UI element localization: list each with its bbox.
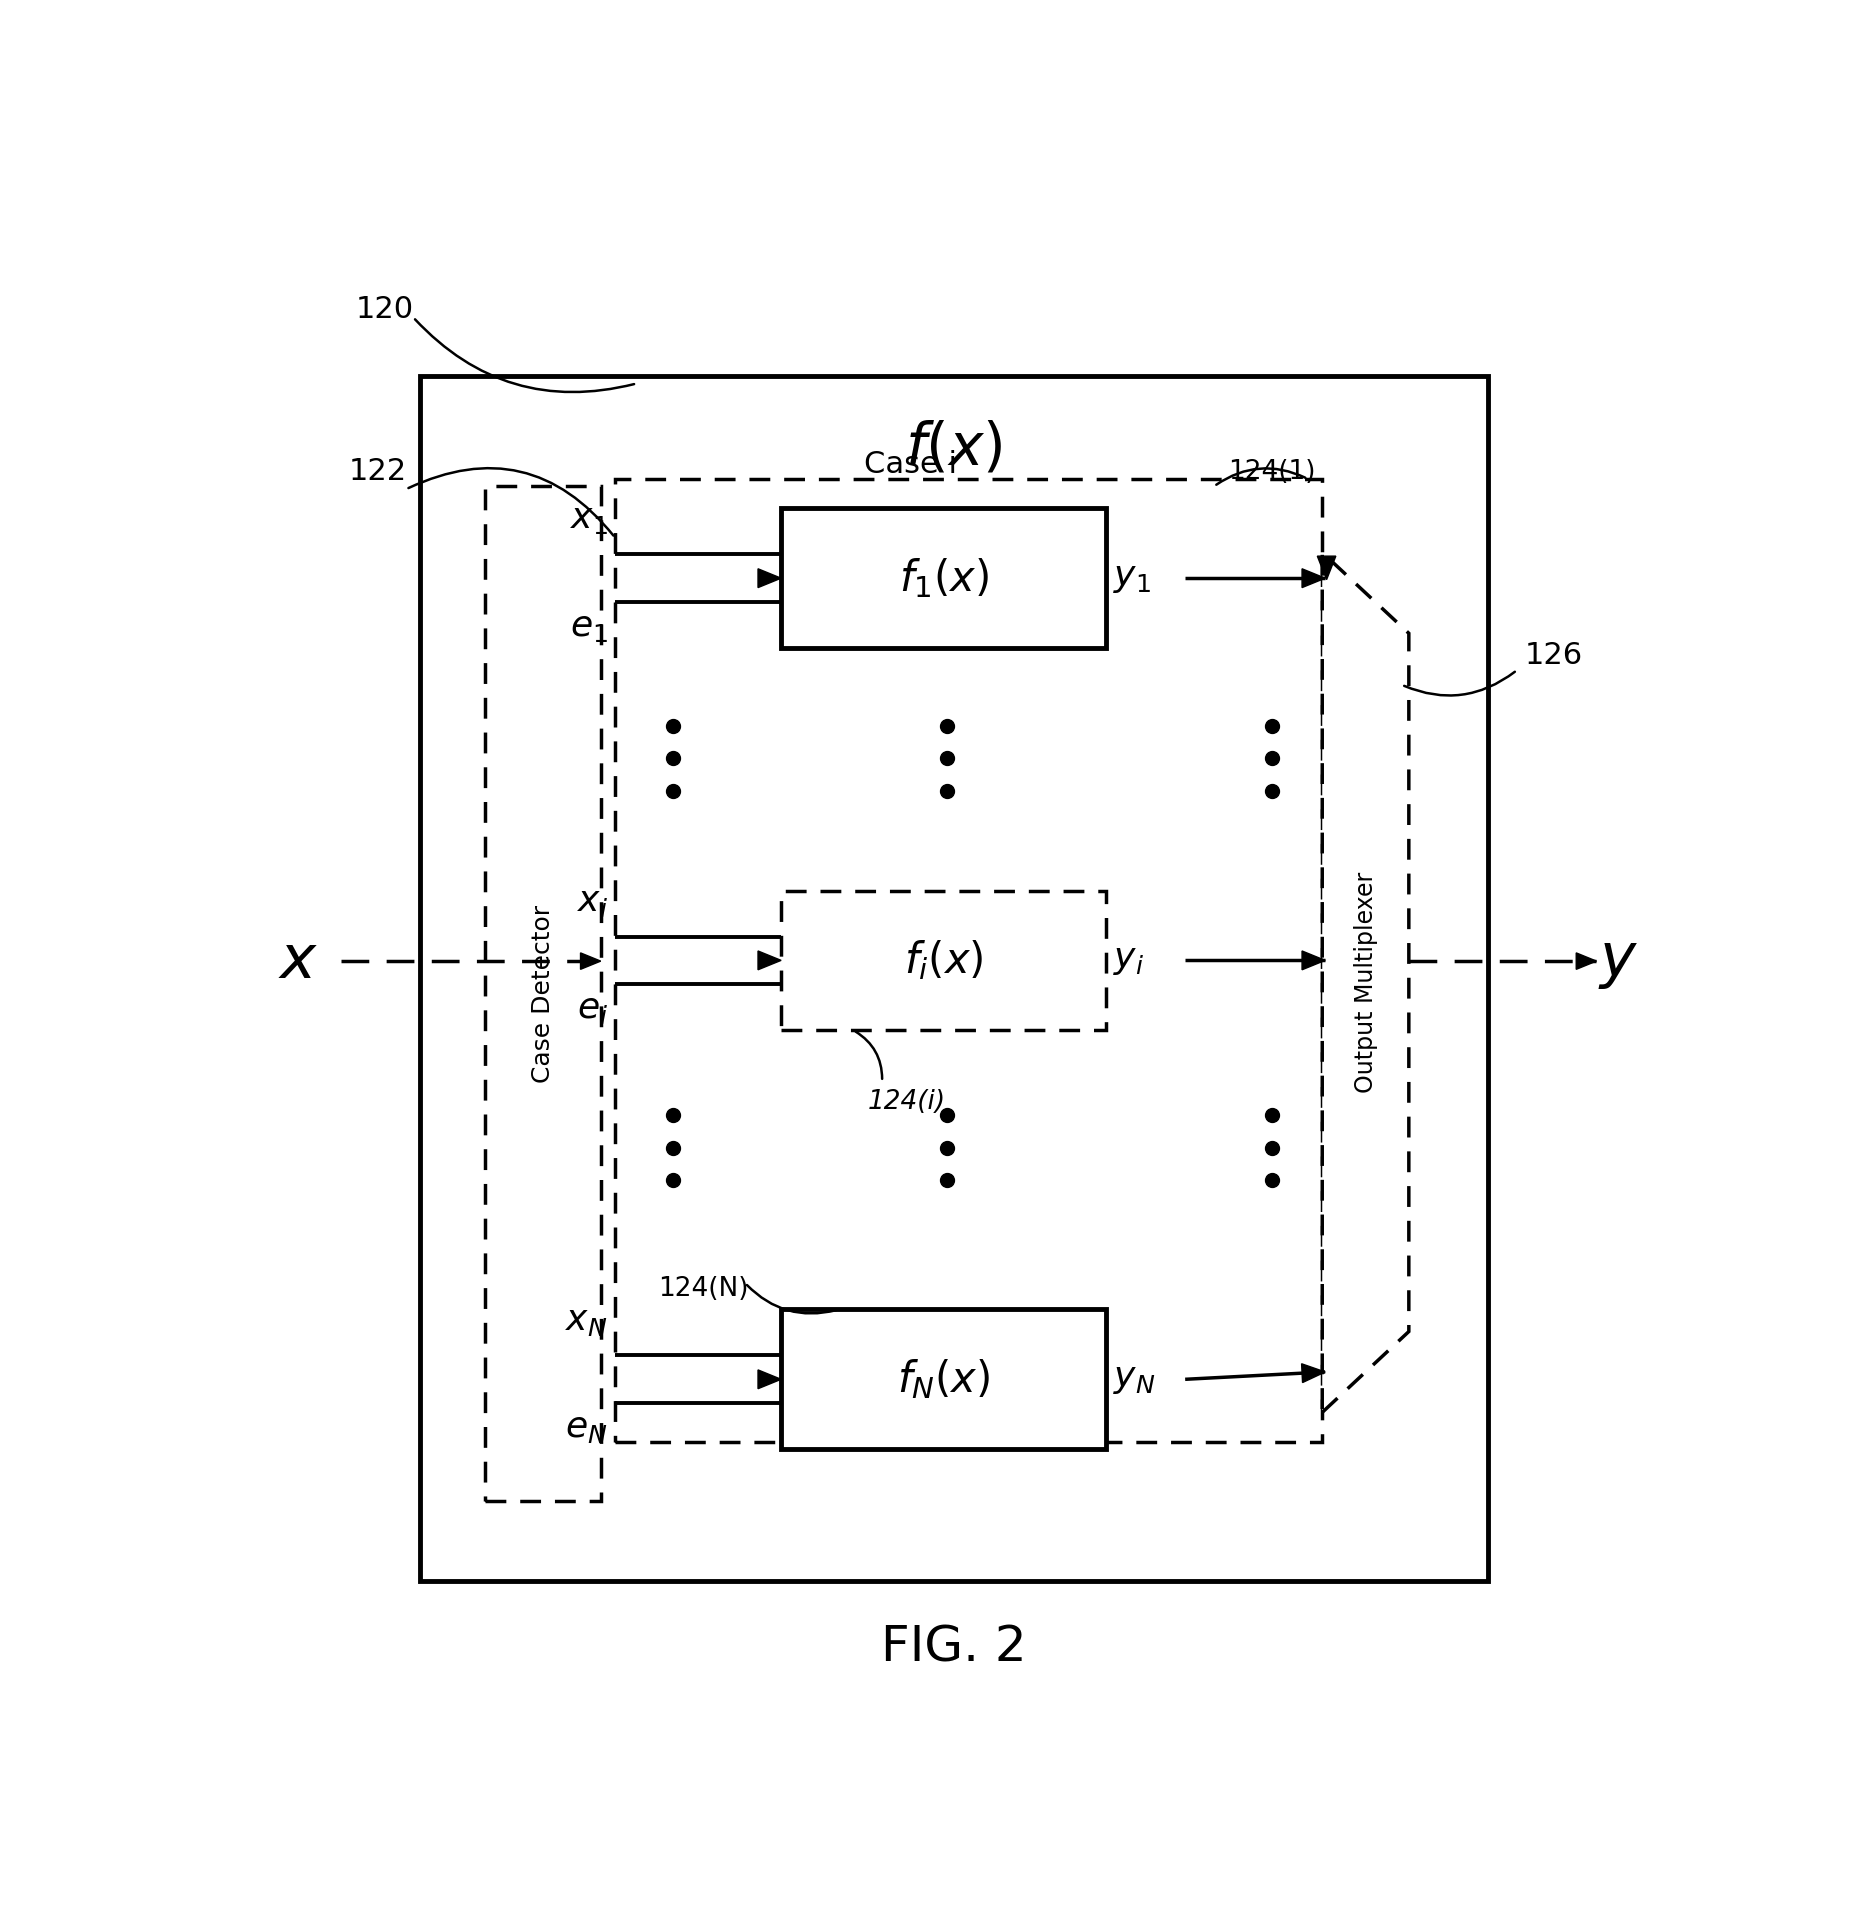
Text: $e_N$: $e_N$ bbox=[566, 1411, 607, 1445]
Text: $x_i$: $x_i$ bbox=[577, 884, 607, 918]
Text: $e_1$: $e_1$ bbox=[570, 609, 607, 643]
Text: Case i: Case i bbox=[864, 451, 957, 479]
Text: $y_i$: $y_i$ bbox=[1113, 943, 1143, 977]
Text: 124(1): 124(1) bbox=[1229, 458, 1316, 485]
FancyBboxPatch shape bbox=[782, 1310, 1106, 1449]
Text: Case Detector: Case Detector bbox=[531, 905, 555, 1082]
Polygon shape bbox=[1316, 556, 1335, 580]
Text: $y_1$: $y_1$ bbox=[1113, 561, 1151, 596]
Text: $x_N$: $x_N$ bbox=[566, 1304, 607, 1338]
Text: $y_N$: $y_N$ bbox=[1113, 1363, 1156, 1395]
Text: 124(N): 124(N) bbox=[659, 1275, 749, 1302]
FancyBboxPatch shape bbox=[782, 508, 1106, 647]
Text: 120: 120 bbox=[356, 296, 413, 325]
Text: $f_1(x)$: $f_1(x)$ bbox=[899, 556, 989, 599]
Polygon shape bbox=[758, 951, 782, 970]
FancyBboxPatch shape bbox=[421, 376, 1488, 1581]
Text: 126: 126 bbox=[1525, 641, 1583, 670]
Polygon shape bbox=[758, 569, 782, 588]
Text: Output Multiplexer: Output Multiplexer bbox=[1354, 872, 1378, 1094]
FancyBboxPatch shape bbox=[782, 890, 1106, 1031]
Polygon shape bbox=[758, 1371, 782, 1388]
Polygon shape bbox=[581, 953, 601, 970]
FancyBboxPatch shape bbox=[486, 487, 601, 1500]
Polygon shape bbox=[1577, 953, 1596, 970]
Polygon shape bbox=[1302, 951, 1326, 970]
Text: $x$: $x$ bbox=[277, 932, 318, 991]
Text: $f_N(x)$: $f_N(x)$ bbox=[897, 1357, 991, 1401]
Polygon shape bbox=[1302, 1363, 1326, 1382]
Text: $f_i(x)$: $f_i(x)$ bbox=[903, 939, 983, 983]
Text: 124(i): 124(i) bbox=[868, 1088, 946, 1115]
Text: $y$: $y$ bbox=[1598, 932, 1639, 991]
Text: 122: 122 bbox=[348, 456, 406, 487]
Text: $x_1$: $x_1$ bbox=[570, 502, 607, 536]
Polygon shape bbox=[1302, 569, 1326, 588]
Text: $f(x)$: $f(x)$ bbox=[905, 420, 1004, 477]
Polygon shape bbox=[1322, 552, 1410, 1413]
Text: FIG. 2: FIG. 2 bbox=[881, 1623, 1028, 1672]
FancyBboxPatch shape bbox=[614, 479, 1322, 1441]
Text: $e_i$: $e_i$ bbox=[577, 993, 607, 1025]
